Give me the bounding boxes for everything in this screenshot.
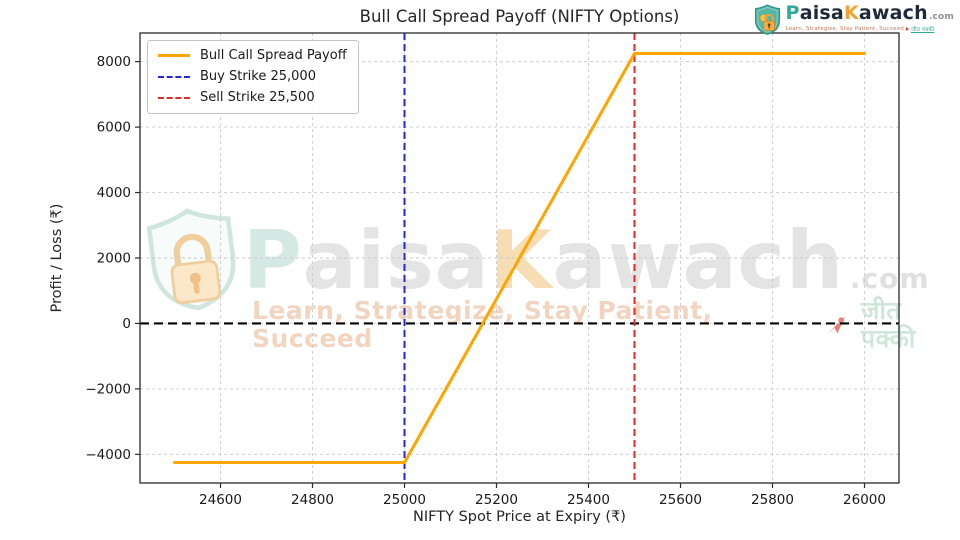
- logo-aisa: aisa: [799, 2, 844, 24]
- chart-title: Bull Call Spread Payoff (NIFTY Options): [359, 7, 680, 26]
- svg-text:6000: 6000: [97, 120, 131, 136]
- svg-text:25600: 25600: [659, 492, 702, 508]
- logo-tagline-hindi: जीत पक्की: [910, 27, 935, 33]
- svg-text:2000: 2000: [97, 251, 131, 267]
- logo-tagline: Learn, Strategize, Stay Patient, Succeed…: [786, 25, 954, 33]
- x-axis-label: NIFTY Spot Price at Expiry (₹): [413, 509, 626, 525]
- logo-letter-p: P: [785, 2, 800, 24]
- svg-text:25200: 25200: [475, 492, 518, 508]
- svg-text:26000: 26000: [843, 492, 886, 508]
- legend-item: Buy Strike 25,000: [158, 69, 347, 84]
- legend: Bull Call Spread Payoff Buy Strike 25,00…: [147, 40, 359, 114]
- svg-text:0: 0: [122, 316, 131, 332]
- logo-letter-k: K: [843, 2, 859, 24]
- svg-text:24600: 24600: [199, 492, 242, 508]
- legend-line-sample-sell-strike: [158, 96, 190, 99]
- tick-labels: 24600 24800 25000 25200 25400 25600 25800 26000…: [85, 54, 886, 508]
- svg-text:25000: 25000: [383, 492, 426, 508]
- legend-item: Sell Strike 25,500: [158, 90, 347, 105]
- svg-text:−4000: −4000: [85, 447, 131, 463]
- legend-label: Bull Call Spread Payoff: [200, 48, 347, 63]
- svg-text:−2000: −2000: [85, 381, 131, 397]
- logo-awach: awach: [858, 2, 928, 24]
- svg-text:25800: 25800: [751, 492, 794, 508]
- svg-text:8000: 8000: [97, 54, 131, 70]
- svg-text:24800: 24800: [291, 492, 334, 508]
- legend-item: Bull Call Spread Payoff: [158, 48, 347, 63]
- logo-tagline-english: Learn, Strategize, Stay Patient, Succeed: [785, 26, 904, 32]
- svg-text:4000: 4000: [97, 185, 131, 201]
- payoff-line: [173, 51, 866, 465]
- legend-label: Sell Strike 25,500: [200, 90, 315, 105]
- legend-line-sample-buy-strike: [158, 75, 190, 78]
- logo-rocket-icon: [905, 27, 909, 31]
- logo-com: .com: [928, 12, 954, 22]
- y-axis-label: Profit / Loss (₹): [49, 203, 65, 313]
- svg-text:25400: 25400: [567, 492, 610, 508]
- logo-shield-lock-icon: [754, 4, 780, 35]
- legend-label: Buy Strike 25,000: [200, 69, 316, 84]
- legend-line-sample-payoff: [158, 54, 190, 57]
- tick-marks: [135, 61, 866, 488]
